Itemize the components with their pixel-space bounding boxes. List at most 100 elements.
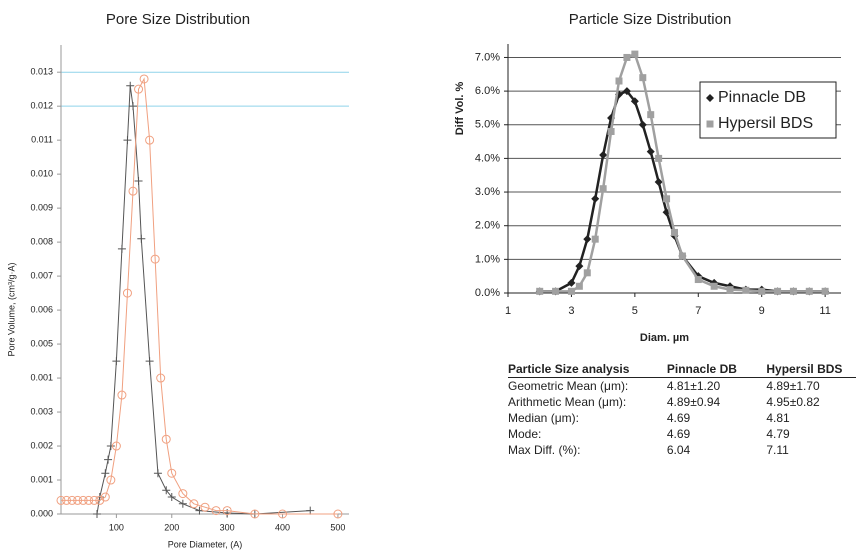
y-tick-label: 0.013 [30,67,53,77]
table-row: Max Diff. (%): 6.04 7.11 [508,442,856,458]
marker [758,287,766,295]
marker [128,186,138,196]
marker [599,185,607,193]
table-row: Geometric Mean (μm): 4.81±1.20 4.89±1.70 [508,378,856,395]
marker [647,111,655,119]
marker [663,195,671,203]
y-tick-label: 4.0% [475,152,500,164]
table-cell: 7.11 [766,443,789,457]
marker [104,455,113,464]
marker [106,442,115,451]
y-axis-label: Diff Vol. % [454,81,466,135]
marker [599,151,608,160]
legend-box [699,81,837,139]
table-cell: Mode: [508,427,542,441]
marker [137,234,146,243]
x-tick-label: 100 [109,522,124,532]
marker [583,235,592,244]
x-tick-label: 500 [330,522,345,532]
marker [278,509,288,519]
x-tick-label: 200 [164,522,179,532]
table-row: Arithmetic Mean (μm): 4.89±0.94 4.95±0.82 [508,394,856,410]
table-body: Geometric Mean (μm): 4.81±1.20 4.89±1.70 Ar… [508,378,856,459]
marker [536,287,544,295]
marker [145,135,155,145]
table-cell: 4.89±1.70 [766,379,820,393]
marker [710,282,718,290]
header-cell: Hypersil BDS [766,362,856,378]
table-header: Particle Size analysis Pinnacle DB Hyper… [508,362,856,378]
y-tick-label: 0.007 [30,270,53,280]
marker [631,50,639,58]
marker [646,147,655,156]
table-cell: Geometric Mean (μm): [508,379,629,393]
marker [742,286,750,294]
marker [789,287,797,295]
marker [622,87,631,96]
marker [250,509,260,519]
marker [706,94,714,102]
y-tick-label: 0.001 [30,474,53,484]
marker [117,244,126,253]
marker [122,288,132,298]
y-tick-label: 0.0% [475,287,500,299]
marker [93,510,101,518]
table-cell: 4.89±0.94 [666,395,721,409]
marker [200,502,210,512]
x-axis-label: Pore Diameter, (A) [168,539,243,549]
y-tick-label: 0.009 [30,203,53,213]
x-tick-label: 1 [505,305,511,317]
table-cell: 4.79 [766,427,790,441]
table-cell: 4.81±1.20 [666,379,721,393]
x-tick-label: 11 [819,305,830,317]
marker [805,287,813,295]
marker [821,287,829,295]
y-tick-label: 5.0% [475,119,500,131]
y-tick-label: 0.005 [30,338,53,348]
y-tick-label: 0.000 [30,508,53,518]
marker [126,81,135,90]
x-tick-label: 300 [220,522,235,532]
marker [178,499,187,508]
marker [162,486,171,495]
x-tick-label: 3 [568,305,574,317]
marker [123,136,132,145]
x-tick-label: 5 [632,305,638,317]
y-axis-label: Pore Volume, (cm³/g·A) [6,262,16,356]
y-tick-label: 0.008 [30,236,53,246]
marker [567,278,576,287]
table-cell: Arithmetic Mean (μm): [508,395,627,409]
y-tick-label: 3.0% [475,186,500,198]
marker [694,276,702,284]
marker [567,287,575,295]
chart-title: Pore Size Distribution [106,11,250,28]
header-cell: Pinnacle DB [666,362,767,378]
marker [211,506,221,516]
marker [117,390,127,400]
marker [654,177,663,186]
marker [591,235,599,243]
marker [189,499,199,509]
y-tick-label: 1.0% [475,253,500,265]
marker [111,441,121,451]
marker [62,495,72,505]
marker [623,53,631,61]
x-tick-label: 7 [695,305,701,317]
marker [706,120,714,128]
marker [78,495,88,505]
marker [655,154,663,162]
table-cell: 4.69 [666,427,691,441]
y-tick-label: 0.012 [30,101,53,111]
marker [150,254,160,264]
marker [615,77,623,85]
marker [139,74,149,84]
legend-label: Hypersil BDS [718,115,813,132]
marker [306,506,315,515]
marker [112,357,121,366]
marker [161,434,171,444]
y-tick-label: 0.003 [30,406,53,416]
marker [552,287,560,295]
table-cell: 4.95±0.82 [766,395,820,409]
y-tick-label: 0.010 [30,169,53,179]
